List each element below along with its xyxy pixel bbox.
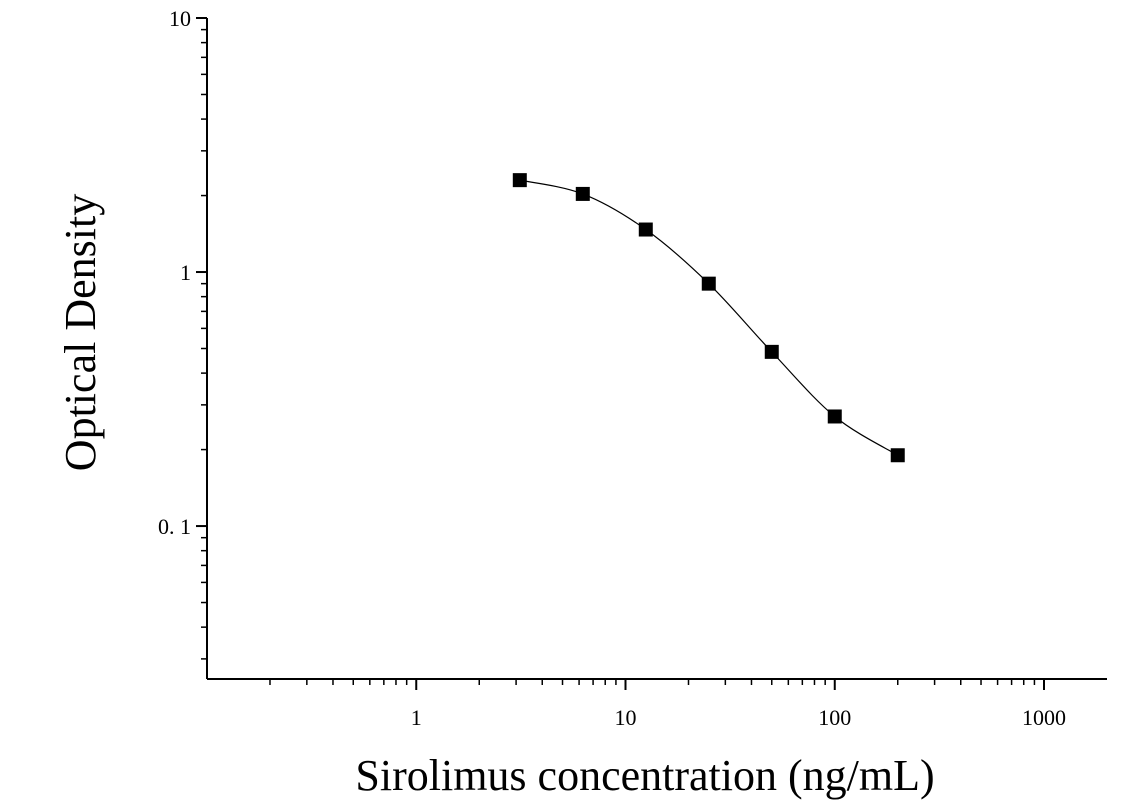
x-tick-label: 100: [818, 705, 851, 730]
major-ticks: [196, 17, 1046, 690]
y-axis-title: Optical Density: [56, 194, 105, 471]
y-tick-label: 10: [169, 6, 191, 31]
minor-ticks: [201, 28, 1036, 685]
x-tick-label: 1000: [1022, 705, 1066, 730]
x-tick-label: 10: [615, 705, 637, 730]
data-point: [890, 448, 905, 463]
data-points: [512, 173, 905, 463]
y-tick-label: 1: [180, 260, 191, 285]
x-axis-title: Sirolimus concentration (ng/mL): [355, 751, 934, 800]
x-tick-labels: 1 10 100 1000: [411, 705, 1066, 730]
data-point: [638, 222, 653, 237]
data-point: [764, 344, 779, 359]
data-point: [512, 173, 527, 188]
data-point: [575, 186, 590, 201]
x-tick-label: 1: [411, 705, 422, 730]
data-point: [827, 409, 842, 424]
y-tick-label: 0. 1: [158, 514, 191, 539]
y-tick-labels: 0. 1 1 10: [158, 6, 191, 539]
data-point: [701, 276, 716, 291]
